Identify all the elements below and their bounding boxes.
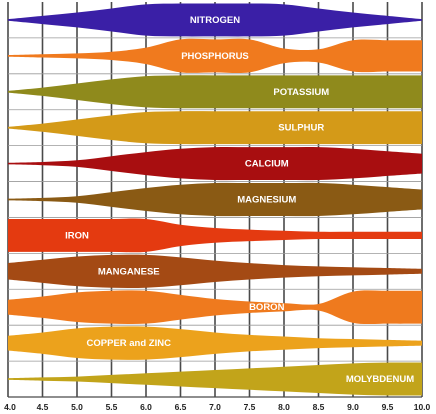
x-tick-label-8: 8.0: [278, 402, 290, 412]
x-tick-label-3: 5.5: [106, 402, 118, 412]
band-label-boron: BORON: [249, 302, 285, 313]
band-label-molybdenum: MOLYBDENUM: [346, 374, 414, 385]
x-tick-label-9: 8.5: [313, 402, 325, 412]
band-potassium: [8, 75, 422, 109]
band-label-calcium: CALCIUM: [245, 159, 289, 170]
band-boron: [8, 290, 422, 325]
band-manganese: [8, 254, 422, 289]
x-tick-label-12: 10.0: [414, 402, 431, 412]
band-label-iron: IRON: [65, 230, 89, 241]
x-tick-label-11: 9.5: [382, 402, 394, 412]
x-tick-label-5: 6.5: [175, 402, 187, 412]
band-label-potassium: POTASSIUM: [273, 87, 329, 98]
band-label-copper-and-zinc: COPPER and ZINC: [87, 338, 172, 349]
band-label-nitrogen: NITROGEN: [190, 15, 240, 26]
band-copper-and-zinc: [8, 326, 422, 360]
x-tick-label-6: 7.0: [209, 402, 221, 412]
band-label-sulphur: SULPHUR: [278, 123, 324, 134]
band-magnesium: [8, 182, 422, 217]
band-phosphorus: [8, 38, 422, 73]
band-molybdenum: [8, 362, 422, 396]
x-tick-label-10: 9.0: [347, 402, 359, 412]
band-label-manganese: MANGANESE: [98, 266, 160, 277]
band-label-magnesium: MAGNESIUM: [237, 195, 296, 206]
bands: NITROGEN PHOSPHORUS POTASSIUM SULPHUR CALCIU…: [8, 3, 422, 396]
x-tick-label-7: 7.5: [244, 402, 256, 412]
x-tick-label-4: 6.0: [140, 402, 152, 412]
band-label-phosphorus: PHOSPHORUS: [181, 51, 249, 62]
x-tick-label-1: 4.5: [37, 402, 49, 412]
x-tick-label-0: 4.0: [4, 402, 16, 412]
band-sulphur: [8, 111, 422, 145]
x-tick-label-2: 5.0: [71, 402, 83, 412]
band-iron: [8, 218, 422, 253]
band-nitrogen: [8, 3, 422, 37]
x-axis: 4.0 4.5 5.0 5.5 6.0 6.5 7.0 7.5 8.0 8.5 9.0 9.5 10.0: [4, 396, 431, 412]
band-calcium: [8, 147, 422, 181]
